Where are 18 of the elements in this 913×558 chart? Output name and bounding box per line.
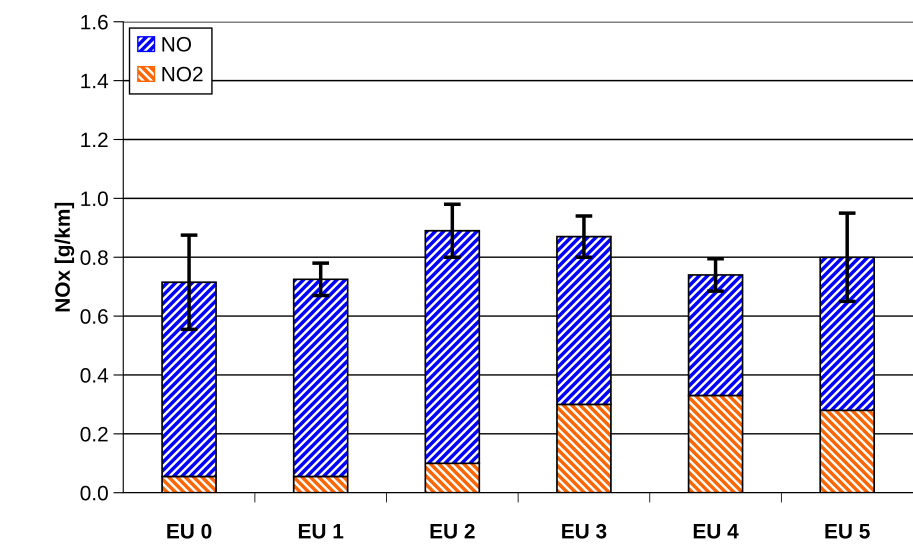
x-tick-label: EU 1	[298, 524, 344, 539]
x-tick-label: EU 2	[430, 524, 475, 539]
y-tick-label: 0.6	[80, 309, 108, 324]
x-tick-label: EU 4	[694, 524, 739, 539]
y-tick-label: 1.4	[81, 74, 108, 88]
x-tick-label: EU 3	[562, 524, 606, 539]
y-tick-label: 1.2	[81, 132, 108, 148]
y-tick-label: 0.2	[80, 426, 108, 442]
y-tick-label: 0.8	[80, 250, 108, 265]
y-axis-title: NOx [g/km]	[54, 202, 74, 312]
y-tick-label: 1.6	[81, 14, 108, 30]
y-tick-label: 0.4	[80, 368, 108, 383]
x-tick-label: EU 5	[825, 524, 870, 539]
y-tick-label: 0.0	[80, 486, 108, 500]
x-tick-label: EU 0	[167, 524, 212, 539]
legend-label: NO2	[162, 66, 203, 82]
y-tick-label: 1.0	[81, 191, 108, 206]
legend-label: NO	[162, 36, 192, 52]
